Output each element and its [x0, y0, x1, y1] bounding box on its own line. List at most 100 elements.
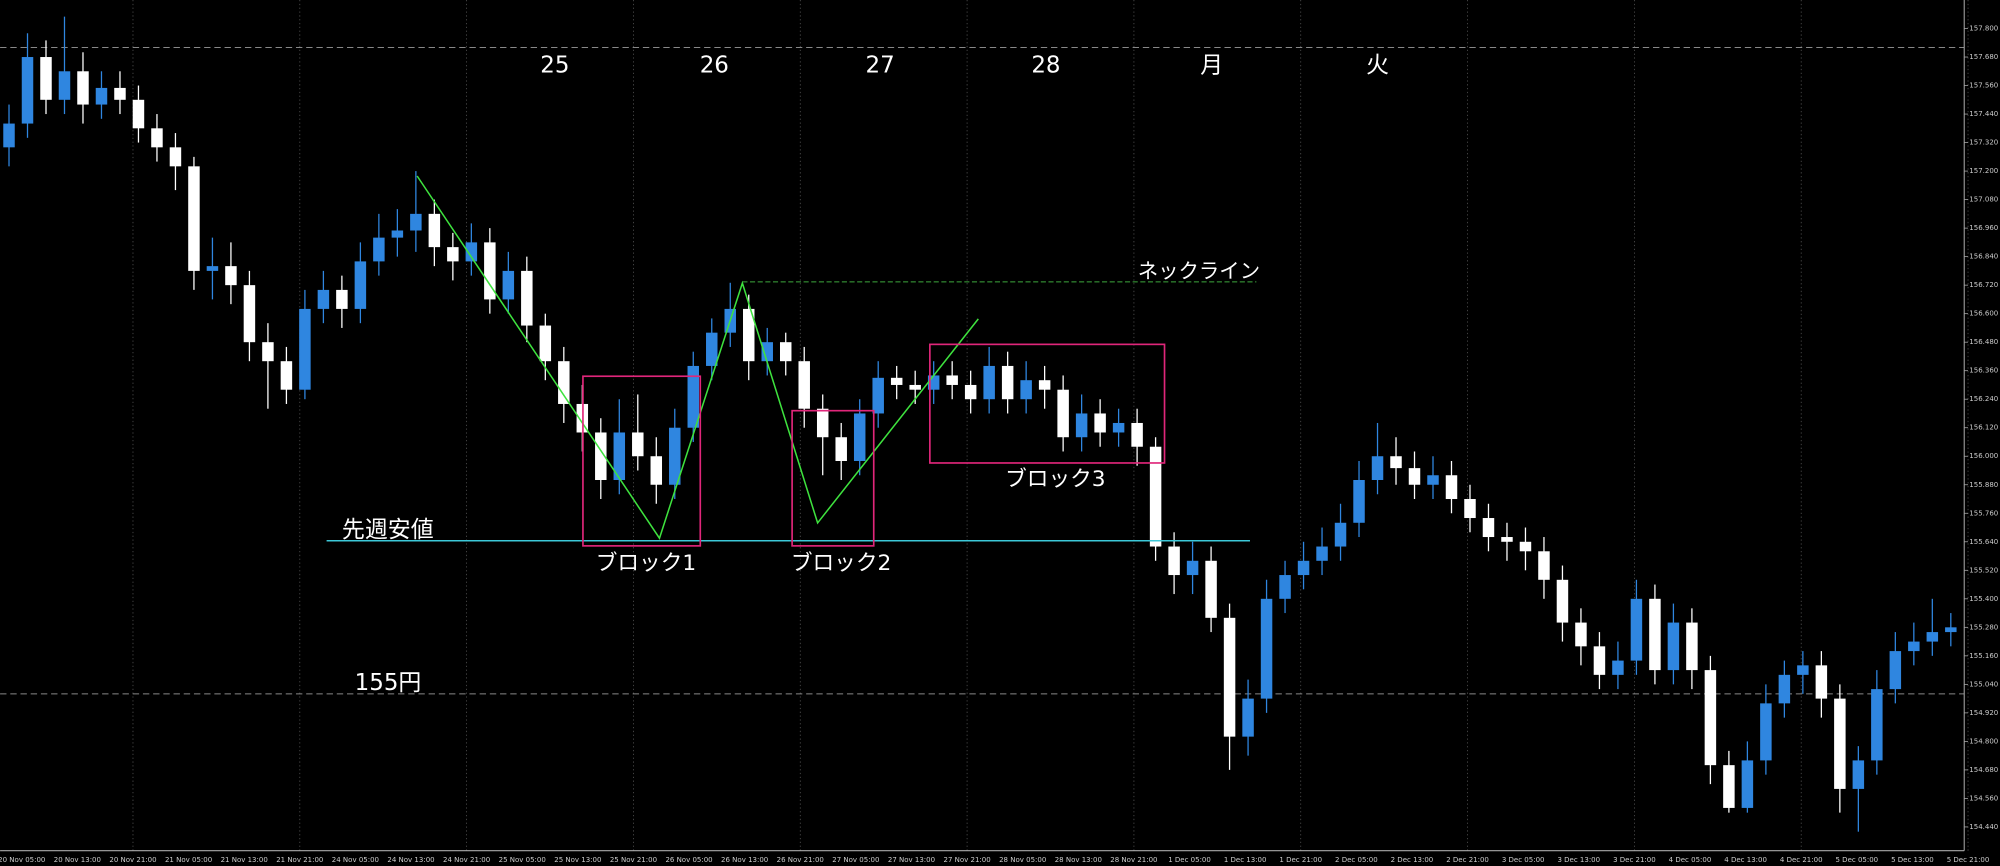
candle-body	[132, 99, 145, 129]
y-tick-label: 156.840	[1969, 252, 1998, 261]
candle-body	[1741, 760, 1754, 808]
block-box	[929, 343, 1166, 464]
candle-body	[151, 128, 163, 148]
x-tick-label: 20 Nov 13:00	[54, 855, 101, 864]
y-tick-label: 157.200	[1969, 166, 1998, 175]
x-tick-label: 3 Dec 05:00	[1502, 855, 1545, 864]
x-tick-label: 4 Dec 13:00	[1724, 855, 1767, 864]
candle-body	[502, 270, 515, 300]
day-label: 28	[1031, 53, 1060, 79]
block-box	[582, 375, 702, 547]
candle-body	[1316, 546, 1328, 561]
candle-body	[1612, 660, 1624, 675]
candle-body	[114, 87, 126, 100]
y-tick-label: 157.560	[1969, 81, 1998, 90]
candle-body	[1149, 446, 1162, 547]
zigzag-line	[416, 175, 979, 540]
candle-body	[336, 289, 348, 309]
candle-body	[650, 456, 663, 485]
candle-body	[1852, 760, 1865, 789]
x-tick-label: 1 Dec 13:00	[1224, 855, 1267, 864]
candle-body	[1815, 665, 1828, 699]
x-tick-label: 2 Dec 13:00	[1391, 855, 1434, 864]
x-tick-label: 28 Nov 05:00	[999, 855, 1046, 864]
candle-body	[1242, 698, 1254, 737]
candle-body	[354, 261, 367, 309]
candle-body	[428, 213, 441, 248]
candle-body	[779, 342, 792, 362]
neckline-label: ネックライン	[1138, 259, 1260, 283]
day-label: 27	[866, 53, 895, 79]
x-tick-label: 1 Dec 05:00	[1168, 855, 1211, 864]
candle-body	[95, 87, 108, 105]
x-tick-label: 21 Nov 05:00	[165, 855, 212, 864]
candle-body	[632, 432, 644, 457]
x-tick-label: 28 Nov 21:00	[1110, 855, 1157, 864]
block-label: ブロック1	[596, 551, 696, 576]
candle-body	[595, 432, 607, 481]
candle-body	[890, 377, 903, 385]
y-tick-label: 156.480	[1969, 337, 1998, 346]
candle-body	[484, 242, 496, 300]
x-tick-label: 27 Nov 05:00	[832, 855, 879, 864]
candle-body	[1945, 627, 1957, 633]
candle-body	[1501, 537, 1513, 542]
y-tick-label: 156.600	[1969, 309, 1998, 318]
y-tick-label: 157.320	[1969, 138, 1998, 147]
candle-body	[317, 289, 330, 309]
x-tick-label: 24 Nov 21:00	[443, 855, 490, 864]
x-tick-label: 26 Nov 05:00	[665, 855, 712, 864]
candle-body	[613, 432, 626, 481]
candle-body	[1205, 560, 1217, 618]
candle-body	[1889, 651, 1902, 690]
x-tick-label: 26 Nov 13:00	[721, 855, 768, 864]
block-label: ブロック3	[1005, 467, 1105, 492]
x-tick-label: 26 Nov 21:00	[777, 855, 824, 864]
candle-body	[280, 361, 293, 390]
candle-body	[1186, 560, 1199, 576]
candle-body	[1556, 579, 1569, 623]
candle-body	[872, 377, 884, 414]
y-tick-label: 154.680	[1969, 765, 1998, 774]
day-label: 25	[540, 53, 569, 79]
grid	[0, 0, 1969, 851]
day-label: 月	[1200, 53, 1223, 79]
candle-body	[1131, 422, 1143, 447]
candle-body	[1686, 622, 1698, 671]
y-tick-label: 155.160	[1969, 651, 1998, 660]
candle-body	[1464, 499, 1476, 519]
level-label: 155円	[355, 670, 422, 696]
y-tick-label: 157.680	[1969, 52, 1998, 61]
x-tick-label: 3 Dec 21:00	[1613, 855, 1656, 864]
candle-body	[1390, 456, 1402, 469]
candle-body	[1334, 522, 1347, 547]
block-box	[791, 409, 875, 547]
candle-body	[521, 270, 533, 326]
candle-body	[835, 437, 847, 461]
candle-body	[225, 266, 237, 286]
candle-body	[3, 123, 15, 148]
candle-body	[188, 166, 200, 271]
candle-body	[853, 413, 866, 461]
y-tick-label: 155.400	[1969, 594, 1998, 603]
candle-body	[1408, 468, 1421, 485]
candle-body	[983, 365, 995, 400]
candle-body	[909, 384, 921, 390]
y-tick-label: 155.040	[1969, 679, 1998, 688]
candle-body	[1075, 413, 1088, 438]
x-tick-label: 4 Dec 05:00	[1669, 855, 1712, 864]
candle-body	[1445, 475, 1458, 500]
candle-body	[706, 332, 718, 366]
day-label: 26	[700, 53, 729, 79]
candle-body	[391, 230, 404, 238]
y-tick-label: 156.120	[1969, 423, 1998, 432]
candle-body	[1593, 646, 1606, 675]
candle-body	[1279, 575, 1291, 599]
candle-body	[558, 361, 570, 404]
candle-body	[964, 384, 977, 400]
candle-body	[1538, 551, 1550, 580]
candle-body	[1094, 413, 1106, 433]
candle-body	[539, 325, 552, 362]
candle-body	[262, 342, 274, 362]
